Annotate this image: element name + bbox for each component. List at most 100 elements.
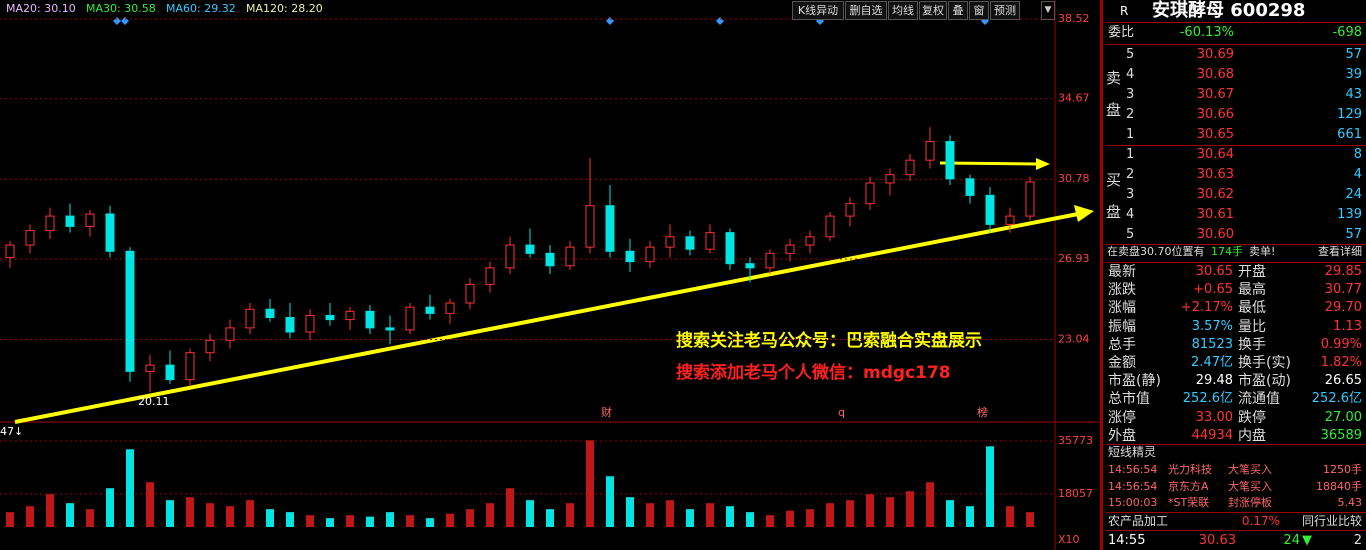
ma-label: MA120: 28.20 xyxy=(246,2,323,15)
candle-body xyxy=(925,141,935,161)
stat-value: 36589 xyxy=(1320,427,1362,443)
volume: 139 xyxy=(1337,207,1362,222)
sprite-event: 大笔买入 xyxy=(1228,479,1272,493)
candle-body xyxy=(525,244,535,254)
left-label: 47↓ xyxy=(0,425,23,438)
detail-link[interactable]: 查看详细 xyxy=(1318,245,1362,258)
candle-body xyxy=(405,306,415,331)
volume-bar xyxy=(906,491,914,527)
price: 30.65 xyxy=(1196,127,1234,142)
stat-label: 换手 xyxy=(1238,336,1266,353)
level: 4 xyxy=(1126,67,1135,82)
candle-body xyxy=(705,232,715,250)
volume: 57 xyxy=(1345,227,1362,242)
candle-body xyxy=(545,252,555,267)
volume-bar xyxy=(806,509,814,527)
low-label: 20.11 xyxy=(138,395,170,408)
menu-toggle[interactable]: ▼ xyxy=(1041,1,1055,20)
industry-compare[interactable]: 同行业比较 xyxy=(1301,514,1362,528)
candle-body xyxy=(65,215,75,227)
volume: 129 xyxy=(1337,107,1362,122)
ma-label: MA30: 30.58 xyxy=(86,2,156,15)
stat-label: 量比 xyxy=(1238,318,1266,335)
ma-label: MA60: 29.32 xyxy=(166,2,236,15)
stat-value: 26.65 xyxy=(1324,373,1362,389)
toolbar-button[interactable]: 预测 xyxy=(990,1,1020,20)
volume: 43 xyxy=(1345,87,1362,102)
stat-label: 换手(实) xyxy=(1238,355,1291,371)
volume-bar xyxy=(226,506,234,527)
separator xyxy=(1106,530,1366,531)
volume-bar xyxy=(986,446,994,527)
trend-line xyxy=(14,212,1079,424)
stat-value: 27.00 xyxy=(1324,409,1362,425)
volume-bar xyxy=(386,512,394,527)
volume-bar xyxy=(346,515,354,527)
candle-body xyxy=(585,205,595,248)
candle-body xyxy=(25,230,35,246)
stat-value: 1.13 xyxy=(1333,318,1362,334)
sprite-event: 大笔买入 xyxy=(1228,463,1272,476)
candle-body xyxy=(285,317,295,333)
panel-border xyxy=(1100,0,1103,550)
volume-bar xyxy=(726,506,734,527)
sprite-time: 14:56:54 xyxy=(1108,479,1158,493)
volume-bar xyxy=(946,500,954,527)
separator xyxy=(1106,244,1366,245)
price: 30.67 xyxy=(1196,87,1234,102)
candle-body xyxy=(745,263,755,269)
volume-bar xyxy=(266,509,274,527)
stat-value: 29.70 xyxy=(1324,300,1362,316)
candle-body xyxy=(685,236,695,250)
side-label: 盘 xyxy=(1106,203,1122,221)
toolbar-button[interactable]: 均线 xyxy=(888,1,918,20)
price: 30.62 xyxy=(1196,187,1234,202)
volume-bar xyxy=(46,494,54,527)
toolbar-button[interactable]: 窗 xyxy=(969,1,989,20)
toolbar-button[interactable]: K线异动 xyxy=(792,1,844,20)
overlay-text: 搜索添加老马个人微信：mdgc178 xyxy=(676,362,951,383)
volume-bar xyxy=(486,503,494,527)
volume-bar xyxy=(546,509,554,527)
candle-body xyxy=(725,232,735,265)
level: 5 xyxy=(1126,227,1135,242)
candle-body xyxy=(845,203,855,217)
candle-body xyxy=(885,174,895,184)
y-tick-label: 34.67 xyxy=(1058,92,1090,105)
level: 2 xyxy=(1126,107,1135,122)
volume-bar xyxy=(626,497,634,527)
value: -698 xyxy=(1332,25,1362,40)
separator xyxy=(1106,22,1366,23)
volume-bar xyxy=(666,500,674,527)
candle-body xyxy=(625,250,635,263)
stat-value: 30.77 xyxy=(1324,282,1362,298)
volume-bar xyxy=(466,509,474,527)
candle-body xyxy=(385,327,395,331)
volume-bar xyxy=(126,449,134,527)
candle-body xyxy=(445,302,455,314)
toolbar-button[interactable]: 叠 xyxy=(948,1,968,20)
stat-value: 33.00 xyxy=(1195,409,1233,425)
sprite-title: 短线精灵 xyxy=(1108,445,1157,459)
candle-body xyxy=(965,178,975,196)
volume-bar xyxy=(586,440,594,527)
toolbar-button[interactable]: 复权 xyxy=(919,1,947,20)
notice: 174手 xyxy=(1211,245,1243,258)
volume: 4 xyxy=(1353,167,1362,182)
toolbar-button[interactable]: 删自选 xyxy=(845,1,887,20)
market: R xyxy=(1120,4,1129,18)
sprite-stock: 京东方A xyxy=(1168,479,1209,493)
sprite-time: 15:00:03 xyxy=(1108,496,1158,509)
kline-chart: 20.11 47↓ 财 q 榜 搜索关注老马公众号：巴索融合实盘展示 搜索添加老… xyxy=(0,0,1100,550)
candle-body xyxy=(85,213,95,227)
candle-body xyxy=(985,194,995,225)
price: 30.60 xyxy=(1196,227,1234,242)
level: 3 xyxy=(1126,87,1135,102)
separator xyxy=(1106,44,1366,45)
level: 4 xyxy=(1126,207,1135,222)
separator xyxy=(1106,444,1366,445)
y-tick-label: 38.52 xyxy=(1058,12,1090,25)
volume-bar xyxy=(1006,506,1014,527)
side-label: 卖 xyxy=(1106,69,1122,87)
stat-label: 外盘 xyxy=(1108,427,1136,444)
